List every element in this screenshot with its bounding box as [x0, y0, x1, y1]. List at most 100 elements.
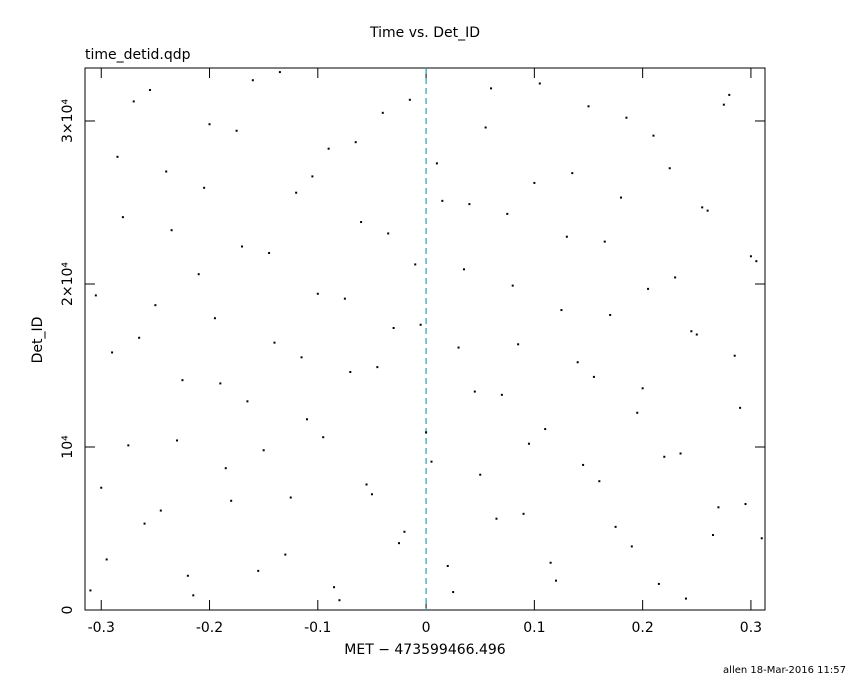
- point: [208, 123, 211, 126]
- point: [630, 545, 633, 548]
- point: [322, 436, 325, 439]
- point: [278, 71, 281, 74]
- point: [219, 382, 222, 385]
- point: [419, 323, 422, 326]
- point: [592, 375, 595, 378]
- point: [159, 509, 162, 512]
- point: [717, 506, 720, 509]
- point: [246, 400, 249, 403]
- point: [138, 336, 141, 339]
- point: [733, 354, 736, 357]
- point: [349, 371, 352, 374]
- point: [192, 594, 195, 597]
- point: [116, 155, 119, 158]
- point: [598, 480, 601, 483]
- point: [684, 597, 687, 600]
- point: [305, 418, 308, 421]
- x-tick-label: 0.2: [632, 620, 654, 636]
- point: [657, 582, 660, 585]
- plot-frame: [84, 67, 766, 611]
- point: [582, 463, 585, 466]
- point: [712, 534, 715, 537]
- point: [538, 82, 541, 85]
- point: [333, 586, 336, 589]
- point: [230, 499, 233, 502]
- point: [370, 493, 373, 496]
- point: [571, 172, 574, 175]
- point: [343, 297, 346, 300]
- x-tick-label: -0.3: [88, 620, 115, 636]
- point: [381, 111, 384, 114]
- chart-title: Time vs. Det_ID: [369, 25, 480, 41]
- point: [647, 287, 650, 290]
- point: [289, 496, 292, 499]
- point: [663, 455, 666, 458]
- point: [284, 553, 287, 556]
- point: [490, 87, 493, 90]
- point: [517, 343, 520, 346]
- point: [565, 235, 568, 238]
- point: [203, 186, 206, 189]
- point: [425, 431, 428, 434]
- point: [527, 442, 530, 445]
- point: [414, 263, 417, 266]
- point: [560, 309, 563, 312]
- y-tick-label: 10⁴: [60, 435, 76, 459]
- x-tick-label: -0.2: [196, 620, 223, 636]
- point: [549, 561, 552, 564]
- point: [511, 284, 514, 287]
- point: [132, 100, 135, 103]
- point: [614, 525, 617, 528]
- point: [701, 206, 704, 209]
- point: [235, 129, 238, 132]
- point: [652, 134, 655, 137]
- point: [365, 483, 368, 486]
- point: [587, 105, 590, 108]
- point: [316, 292, 319, 295]
- point: [441, 199, 444, 202]
- point: [462, 268, 465, 271]
- point: [728, 93, 731, 96]
- point: [533, 181, 536, 184]
- x-tick-label: -0.1: [304, 620, 331, 636]
- point: [500, 393, 503, 396]
- x-axis-label: MET − 473599466.496: [344, 642, 506, 658]
- point: [408, 98, 411, 101]
- point: [706, 209, 709, 212]
- point: [641, 387, 644, 390]
- point: [268, 252, 271, 255]
- point: [739, 406, 742, 409]
- point: [241, 245, 244, 248]
- x-tick-label: 0.1: [523, 620, 545, 636]
- point: [690, 330, 693, 333]
- point: [257, 569, 260, 572]
- chart-subtitle: time_detid.qdp: [85, 47, 191, 63]
- point: [295, 191, 298, 194]
- point: [376, 366, 379, 369]
- y-axis-label: Det_ID: [30, 317, 46, 364]
- point: [354, 141, 357, 144]
- footer: allen 18-Mar-2016 11:57: [723, 665, 846, 676]
- y-tick-label: 3×10⁴: [60, 99, 76, 143]
- point: [111, 351, 114, 354]
- point: [165, 170, 168, 173]
- point: [744, 503, 747, 506]
- y-tick-label: 0: [60, 606, 76, 615]
- point: [555, 579, 558, 582]
- point: [435, 162, 438, 165]
- point: [154, 304, 157, 307]
- point: [176, 439, 179, 442]
- point: [695, 333, 698, 336]
- point: [398, 542, 401, 545]
- x-tick-label: 0: [422, 620, 431, 636]
- point: [327, 147, 330, 150]
- point: [224, 467, 227, 470]
- point: [522, 512, 525, 515]
- point: [722, 103, 725, 106]
- point: [506, 212, 509, 215]
- point: [484, 126, 487, 129]
- point: [127, 444, 130, 447]
- point: [619, 196, 622, 199]
